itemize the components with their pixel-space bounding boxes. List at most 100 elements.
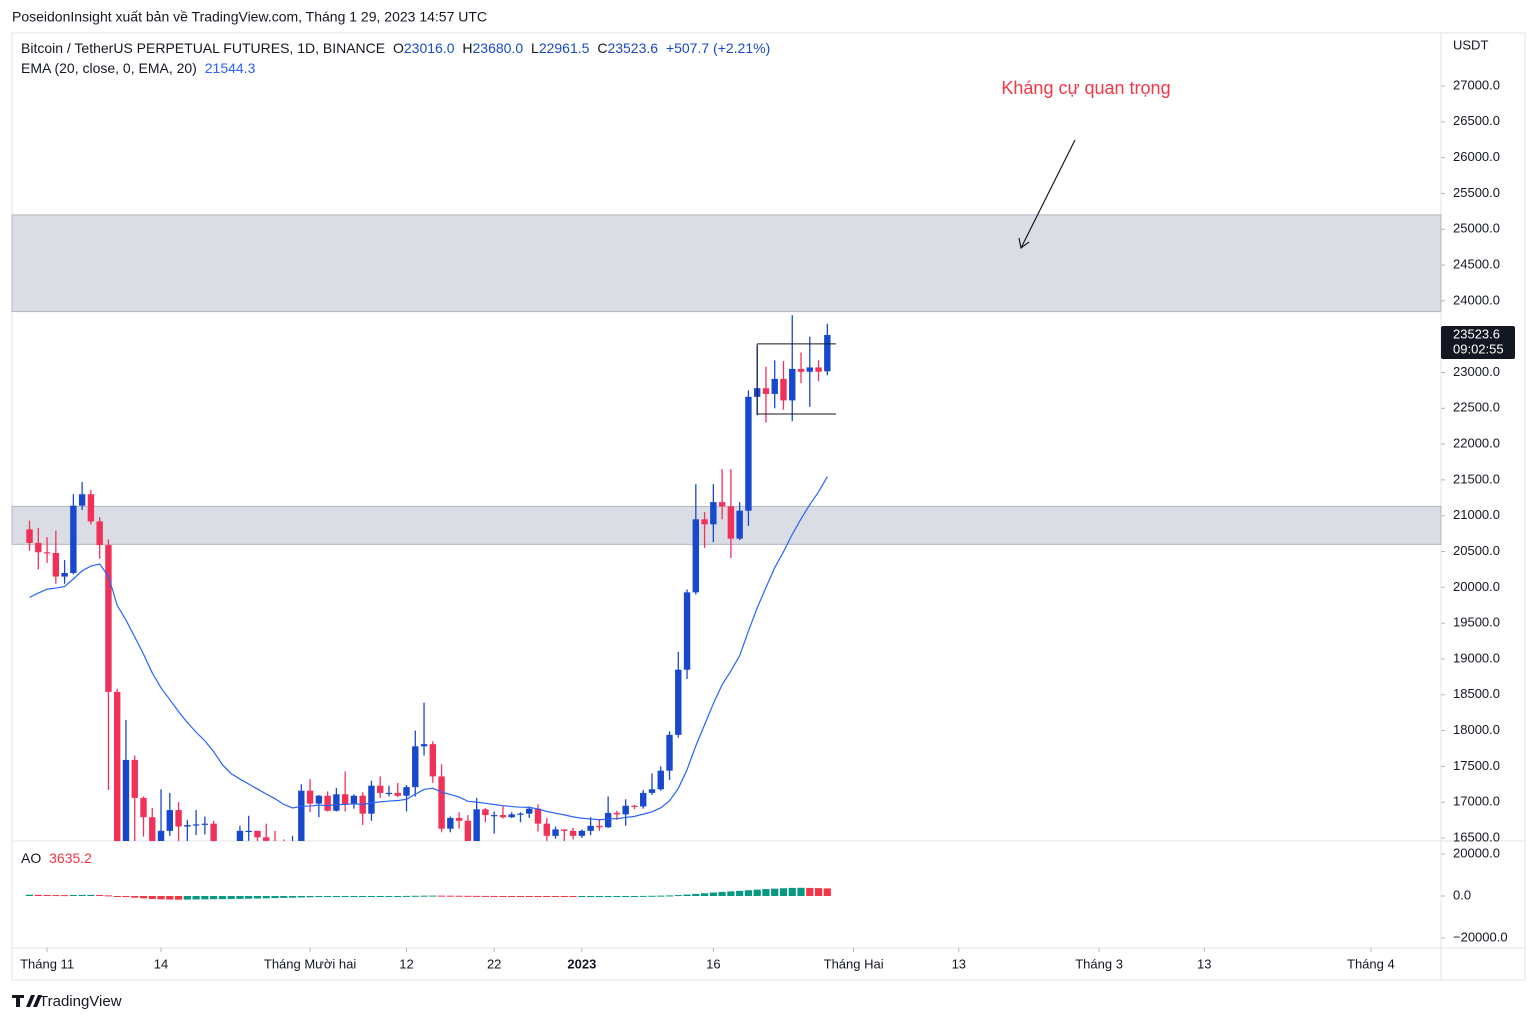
candle-body xyxy=(771,378,778,394)
ao-bar xyxy=(139,896,148,899)
x-tick-label: Tháng Mười hai xyxy=(264,956,356,971)
ao-bar xyxy=(806,887,814,897)
y-tick-label: 23000.0 xyxy=(1453,364,1500,379)
ema-legend: EMA (20, close, 0, EMA, 20) 21544.3 xyxy=(21,60,256,76)
candle-body xyxy=(315,795,323,804)
ao-bar xyxy=(315,896,323,898)
ao-bar xyxy=(332,896,340,898)
ao-bar xyxy=(639,895,647,897)
ema-value: 21544.3 xyxy=(205,60,256,76)
zone xyxy=(11,505,1442,545)
y-tick-label: 18000.0 xyxy=(1453,722,1500,737)
candle-body xyxy=(377,785,384,793)
candle-body xyxy=(52,552,60,577)
ao-bar xyxy=(753,889,761,897)
ema-line xyxy=(29,476,828,821)
candle-body xyxy=(745,396,752,511)
y-tick-label: 17500.0 xyxy=(1453,758,1500,773)
ohlc-value: 23680.0 xyxy=(473,40,524,56)
ao-bar xyxy=(271,896,279,899)
price-tag-value: 23523.6 xyxy=(1453,326,1500,341)
ao-bar xyxy=(341,896,349,898)
ao-bar xyxy=(700,893,709,897)
ao-bar xyxy=(394,896,402,898)
candle-body xyxy=(201,823,209,825)
ao-bar xyxy=(814,888,823,897)
ao-bar xyxy=(104,895,113,897)
candle-body xyxy=(824,334,831,372)
ao-pane xyxy=(25,887,831,900)
ao-bar xyxy=(464,895,472,897)
candle-body xyxy=(622,805,629,815)
ao-bar xyxy=(437,895,446,897)
ao-bar xyxy=(718,891,726,897)
candle-body xyxy=(298,790,305,841)
candle-body xyxy=(157,830,165,841)
candle-body xyxy=(350,795,358,805)
x-tick-label: Tháng Hai xyxy=(824,956,884,971)
price-pane xyxy=(26,315,837,859)
candle-body xyxy=(420,744,428,747)
ohlc-value: 22961.5 xyxy=(539,40,590,56)
ao-bar xyxy=(595,896,603,898)
candle-body xyxy=(455,817,463,821)
y-tick-label: 26500.0 xyxy=(1453,113,1500,128)
ao-bar xyxy=(236,896,244,899)
brand: TradingView xyxy=(12,993,122,1010)
candle-body xyxy=(561,829,568,831)
zone xyxy=(11,214,1442,313)
ao-bar xyxy=(350,896,358,898)
candle-body xyxy=(534,808,542,824)
ao-bar xyxy=(771,888,779,897)
y-tick-label: 20500.0 xyxy=(1453,543,1500,558)
y-tick-label: 21000.0 xyxy=(1453,507,1500,522)
candle-body xyxy=(236,830,244,841)
ao-bar xyxy=(797,887,805,897)
candle-body xyxy=(587,825,594,831)
ao-bar xyxy=(376,896,384,898)
x-tick-label: 13 xyxy=(1197,956,1211,971)
y-tick-label: 27000.0 xyxy=(1453,77,1500,92)
y-tick-label: 16500.0 xyxy=(1453,829,1500,844)
candle-body xyxy=(648,789,656,793)
ao-bar xyxy=(613,896,621,898)
candle-body xyxy=(341,794,349,805)
ao-bar xyxy=(455,895,463,897)
x-tick-label: 13 xyxy=(952,956,966,971)
candle-body xyxy=(281,843,287,859)
y-unit: USDT xyxy=(1453,37,1488,52)
candle-body xyxy=(166,810,174,831)
ao-bar xyxy=(113,896,121,898)
candle-body xyxy=(184,825,191,827)
ao-bar xyxy=(174,896,183,900)
candle-body xyxy=(789,368,796,401)
ao-bar xyxy=(525,896,533,898)
candle-body xyxy=(96,521,103,546)
candle-body xyxy=(131,759,138,798)
ao-bar xyxy=(280,896,288,898)
candle-body xyxy=(105,545,112,692)
ao-bar xyxy=(245,896,253,899)
candle-body xyxy=(692,519,700,593)
change: +507.7 (+2.21%) xyxy=(666,40,770,56)
candle-body xyxy=(289,842,295,858)
ao-bar xyxy=(744,890,753,897)
ao-bar xyxy=(78,894,86,897)
candle-body xyxy=(43,552,51,554)
ao-bar xyxy=(122,896,130,898)
x-tick-label: 14 xyxy=(154,956,168,971)
candle-body xyxy=(727,506,735,539)
y-tick-label: 17000.0 xyxy=(1453,794,1500,809)
candle-body xyxy=(490,815,498,817)
ao-bar xyxy=(578,896,586,898)
y-tick-label: 20000.0 xyxy=(1453,845,1500,860)
ao-bar xyxy=(587,896,595,898)
ao-bar xyxy=(473,895,481,897)
ao-bar xyxy=(622,896,630,898)
ao-bar xyxy=(183,896,191,900)
candle-body xyxy=(254,830,261,838)
ao-bar xyxy=(306,896,314,898)
candle-body xyxy=(517,813,524,815)
ema-name: EMA (20, close, 0, EMA, 20) xyxy=(21,60,197,76)
ao-bar xyxy=(499,896,507,898)
